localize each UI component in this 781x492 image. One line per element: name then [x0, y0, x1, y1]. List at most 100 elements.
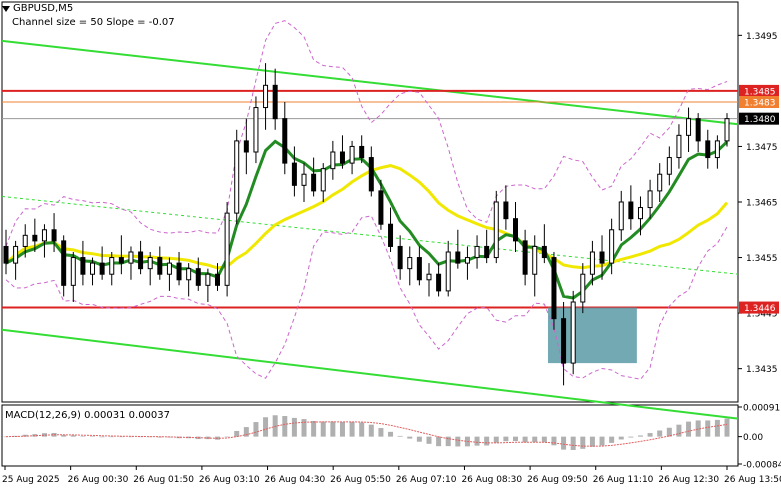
macd-bar — [118, 436, 124, 438]
candle — [464, 246, 470, 280]
macd-bar — [224, 436, 230, 438]
candle — [349, 140, 355, 175]
candle — [618, 190, 624, 241]
candle — [503, 185, 509, 230]
macd-bar — [320, 421, 326, 437]
macd-bar — [61, 434, 67, 437]
candle — [686, 107, 692, 152]
macd-bar — [561, 436, 567, 450]
candle-body — [628, 201, 634, 220]
y-tick-label: 1.3455 — [746, 254, 778, 264]
channel-upper-line — [1, 39, 739, 126]
candle-body — [445, 251, 451, 292]
candle-body — [339, 151, 345, 164]
candle-body — [436, 273, 442, 292]
candle-body — [493, 201, 499, 259]
macd-bar — [714, 419, 720, 437]
candle — [513, 202, 519, 252]
price-tag-orange-level: 1.3483 — [744, 99, 776, 109]
candle — [3, 229, 9, 275]
candle — [205, 268, 211, 302]
macd-bar — [532, 436, 538, 443]
macd-bar — [666, 427, 672, 437]
macd-bar — [455, 436, 461, 447]
macd-bar — [243, 427, 249, 437]
candle — [61, 235, 67, 297]
price-tag-bg — [739, 84, 779, 97]
candle-body — [397, 245, 403, 270]
macd-bar — [416, 436, 422, 442]
candle — [541, 224, 547, 264]
y-tick-label: 1.3465 — [746, 199, 778, 209]
candle — [695, 113, 701, 152]
macd-bar — [493, 436, 499, 443]
candle — [493, 190, 499, 264]
candle-body — [291, 162, 297, 186]
candle — [147, 252, 153, 286]
macd-bar — [128, 436, 134, 438]
candle — [397, 235, 403, 280]
candle-body — [176, 262, 182, 281]
macd-bar — [618, 436, 624, 440]
candle — [580, 263, 586, 314]
candle-body — [138, 251, 144, 270]
macd-bar — [541, 436, 547, 443]
candle-body — [243, 140, 249, 153]
candle-body — [378, 190, 384, 225]
candle-body — [503, 201, 509, 220]
candle — [234, 129, 240, 225]
macd-bar — [186, 436, 192, 439]
candle-body — [561, 318, 567, 364]
macd-bar — [599, 436, 605, 446]
candle-body — [51, 229, 57, 242]
candle — [243, 118, 249, 175]
macd-bar — [628, 436, 634, 438]
candle-body — [522, 240, 528, 275]
candle — [436, 263, 442, 297]
candle — [474, 235, 480, 269]
candle-body — [301, 173, 307, 186]
y-tick-label: 1.3495 — [746, 32, 778, 42]
candle-body — [263, 84, 269, 109]
candle — [186, 263, 192, 297]
candle — [676, 124, 682, 169]
candles-group — [3, 63, 730, 386]
x-tick-label: 26 Aug 03:10 — [199, 475, 260, 485]
candle — [445, 240, 451, 297]
candle-body — [234, 140, 240, 214]
x-tick-label: 26 Aug 11:10 — [593, 475, 654, 485]
candle-body — [41, 229, 47, 242]
price-tag-bg — [739, 301, 779, 314]
candle-body — [118, 257, 124, 264]
macd-y-tick-label: 0.00 — [743, 433, 763, 443]
price-tag-bg — [739, 112, 779, 125]
candle — [214, 263, 220, 291]
candle — [41, 224, 47, 258]
candle — [224, 202, 230, 297]
macd-bar — [647, 433, 653, 437]
candle — [724, 113, 730, 147]
candle-body — [551, 257, 557, 320]
candle-body — [349, 145, 355, 164]
candle-body — [541, 245, 547, 259]
candle-body — [282, 118, 288, 164]
candle — [195, 257, 201, 291]
dropdown-triangle-icon[interactable] — [2, 5, 10, 12]
candle — [13, 240, 19, 280]
candle-body — [311, 173, 317, 192]
candle — [109, 252, 115, 286]
macd-bar — [503, 436, 509, 442]
candle — [570, 290, 576, 375]
candle-body — [22, 234, 28, 247]
candle-body — [407, 257, 413, 270]
candle — [291, 146, 297, 197]
candle-body — [618, 201, 624, 231]
macd-bar — [436, 436, 442, 447]
candle-body — [157, 257, 163, 275]
macd-bar — [686, 421, 692, 437]
candle — [666, 146, 672, 186]
macd-bar — [445, 436, 451, 447]
candle-body — [147, 257, 153, 270]
